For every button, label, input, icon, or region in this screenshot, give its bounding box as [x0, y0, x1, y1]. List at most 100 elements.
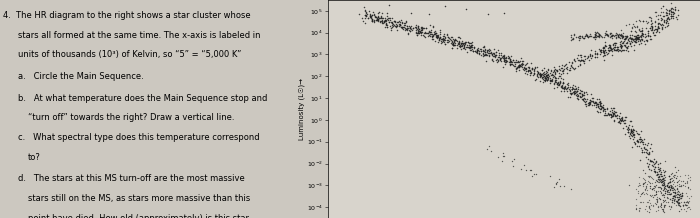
Point — [621, 45, 632, 48]
Point — [449, 43, 460, 46]
Point — [649, 186, 660, 190]
Point — [614, 40, 625, 44]
Point — [631, 26, 643, 29]
Point — [621, 34, 632, 38]
Point — [676, 191, 687, 195]
Point — [655, 16, 666, 19]
Point — [366, 20, 377, 23]
Point — [405, 29, 416, 33]
Point — [434, 38, 445, 41]
Point — [575, 88, 586, 92]
Point — [598, 53, 610, 56]
Point — [379, 19, 390, 23]
Point — [550, 77, 561, 80]
Point — [598, 36, 610, 39]
Point — [665, 10, 676, 13]
Point — [426, 29, 437, 32]
Point — [680, 200, 692, 204]
Point — [412, 31, 423, 35]
Text: d.   The stars at this MS turn-off are the most massive: d. The stars at this MS turn-off are the… — [18, 174, 245, 183]
Point — [587, 100, 598, 103]
Point — [466, 45, 477, 48]
Point — [382, 23, 393, 26]
Point — [628, 37, 639, 41]
Point — [411, 26, 422, 29]
Point — [395, 26, 407, 29]
Point — [579, 34, 590, 38]
Point — [634, 42, 645, 46]
Point — [615, 118, 626, 122]
Point — [583, 54, 594, 57]
Point — [547, 79, 558, 83]
Point — [669, 191, 680, 195]
Point — [381, 21, 392, 25]
Point — [648, 203, 659, 206]
Point — [413, 31, 424, 34]
Point — [398, 23, 409, 26]
Point — [683, 205, 694, 209]
Point — [404, 26, 415, 30]
Point — [567, 87, 578, 90]
Point — [623, 128, 634, 131]
Point — [582, 36, 594, 39]
Point — [658, 193, 669, 197]
Point — [410, 29, 421, 32]
Point — [423, 32, 434, 35]
Point — [453, 42, 464, 46]
Point — [539, 78, 550, 82]
Point — [430, 39, 441, 43]
Text: to?: to? — [28, 153, 41, 162]
Point — [592, 30, 603, 34]
Point — [518, 66, 529, 69]
Point — [386, 21, 398, 25]
Point — [632, 138, 643, 141]
Point — [415, 31, 426, 34]
Point — [642, 40, 653, 43]
Point — [600, 48, 611, 51]
Point — [389, 19, 400, 22]
Point — [652, 200, 663, 203]
Point — [608, 106, 620, 109]
Point — [582, 35, 594, 39]
Point — [644, 151, 655, 155]
Point — [643, 180, 655, 184]
Point — [541, 75, 552, 78]
Point — [568, 90, 579, 94]
Point — [487, 51, 498, 54]
Point — [491, 60, 503, 63]
Point — [658, 196, 669, 199]
Point — [428, 34, 439, 37]
Point — [459, 47, 470, 50]
Point — [634, 18, 645, 21]
Point — [535, 73, 546, 77]
Point — [656, 174, 667, 177]
Point — [478, 49, 489, 53]
Point — [558, 81, 569, 85]
Point — [545, 73, 557, 77]
Point — [666, 205, 677, 209]
Point — [579, 54, 590, 58]
Point — [533, 71, 544, 75]
Point — [638, 177, 650, 181]
Point — [623, 123, 634, 127]
Point — [575, 58, 587, 61]
Point — [466, 43, 477, 47]
Point — [592, 53, 603, 56]
Point — [642, 29, 653, 33]
Point — [598, 50, 610, 54]
Point — [374, 20, 386, 24]
Point — [629, 26, 641, 29]
Point — [652, 26, 664, 29]
Point — [440, 38, 451, 42]
Point — [585, 57, 596, 60]
Point — [622, 47, 633, 50]
Point — [398, 27, 409, 31]
Point — [655, 187, 666, 191]
Point — [596, 105, 608, 109]
Point — [486, 149, 497, 152]
Point — [466, 41, 477, 44]
Point — [576, 58, 587, 61]
Point — [598, 107, 609, 111]
Point — [431, 36, 442, 39]
Point — [643, 206, 655, 209]
